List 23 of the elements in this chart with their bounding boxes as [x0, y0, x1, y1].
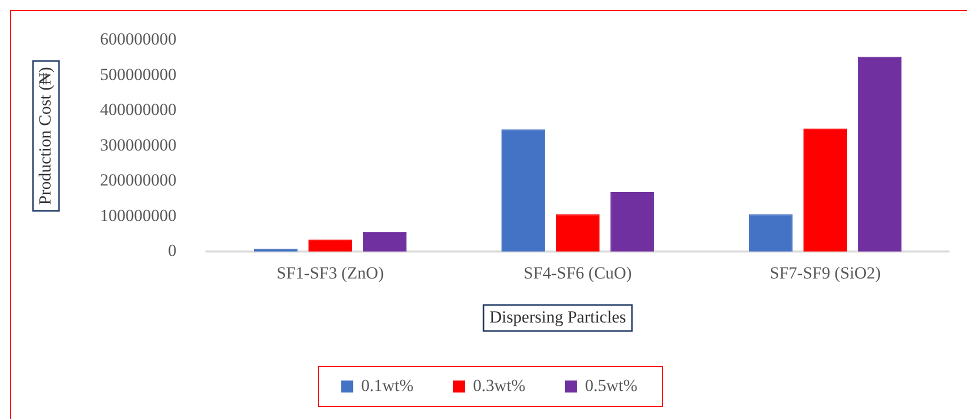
- x-tick-label: SF7-SF9 (SiO2): [770, 263, 881, 282]
- y-tick-label: 100000000: [100, 206, 176, 225]
- bar: [803, 128, 848, 252]
- y-tick-label: 600000000: [100, 30, 176, 49]
- bar: [502, 129, 546, 252]
- bar: [308, 240, 352, 252]
- bar: [858, 56, 902, 252]
- bar: [556, 214, 600, 252]
- bar: [749, 214, 793, 252]
- x-axis-title: Dispersing Particles: [490, 307, 626, 326]
- bar: [362, 232, 406, 252]
- y-tick-label: 500000000: [100, 64, 176, 84]
- legend-label: 0.5wt%: [584, 376, 638, 395]
- legend-label: 0.3wt%: [473, 376, 526, 395]
- y-tick-label: 300000000: [100, 135, 176, 154]
- x-tick-label: SF4-SF6 (CuO): [524, 263, 632, 282]
- y-tick-label: 0: [168, 241, 176, 260]
- y-tick-label: 400000000: [100, 100, 176, 120]
- y-axis-title: Production Cost (₦): [35, 66, 54, 205]
- legend-label: 0.1wt%: [361, 376, 414, 395]
- y-tick-label: 200000000: [100, 170, 176, 190]
- x-tick-label: SF1-SF3 (ZnO): [276, 263, 384, 282]
- bar: [610, 192, 654, 252]
